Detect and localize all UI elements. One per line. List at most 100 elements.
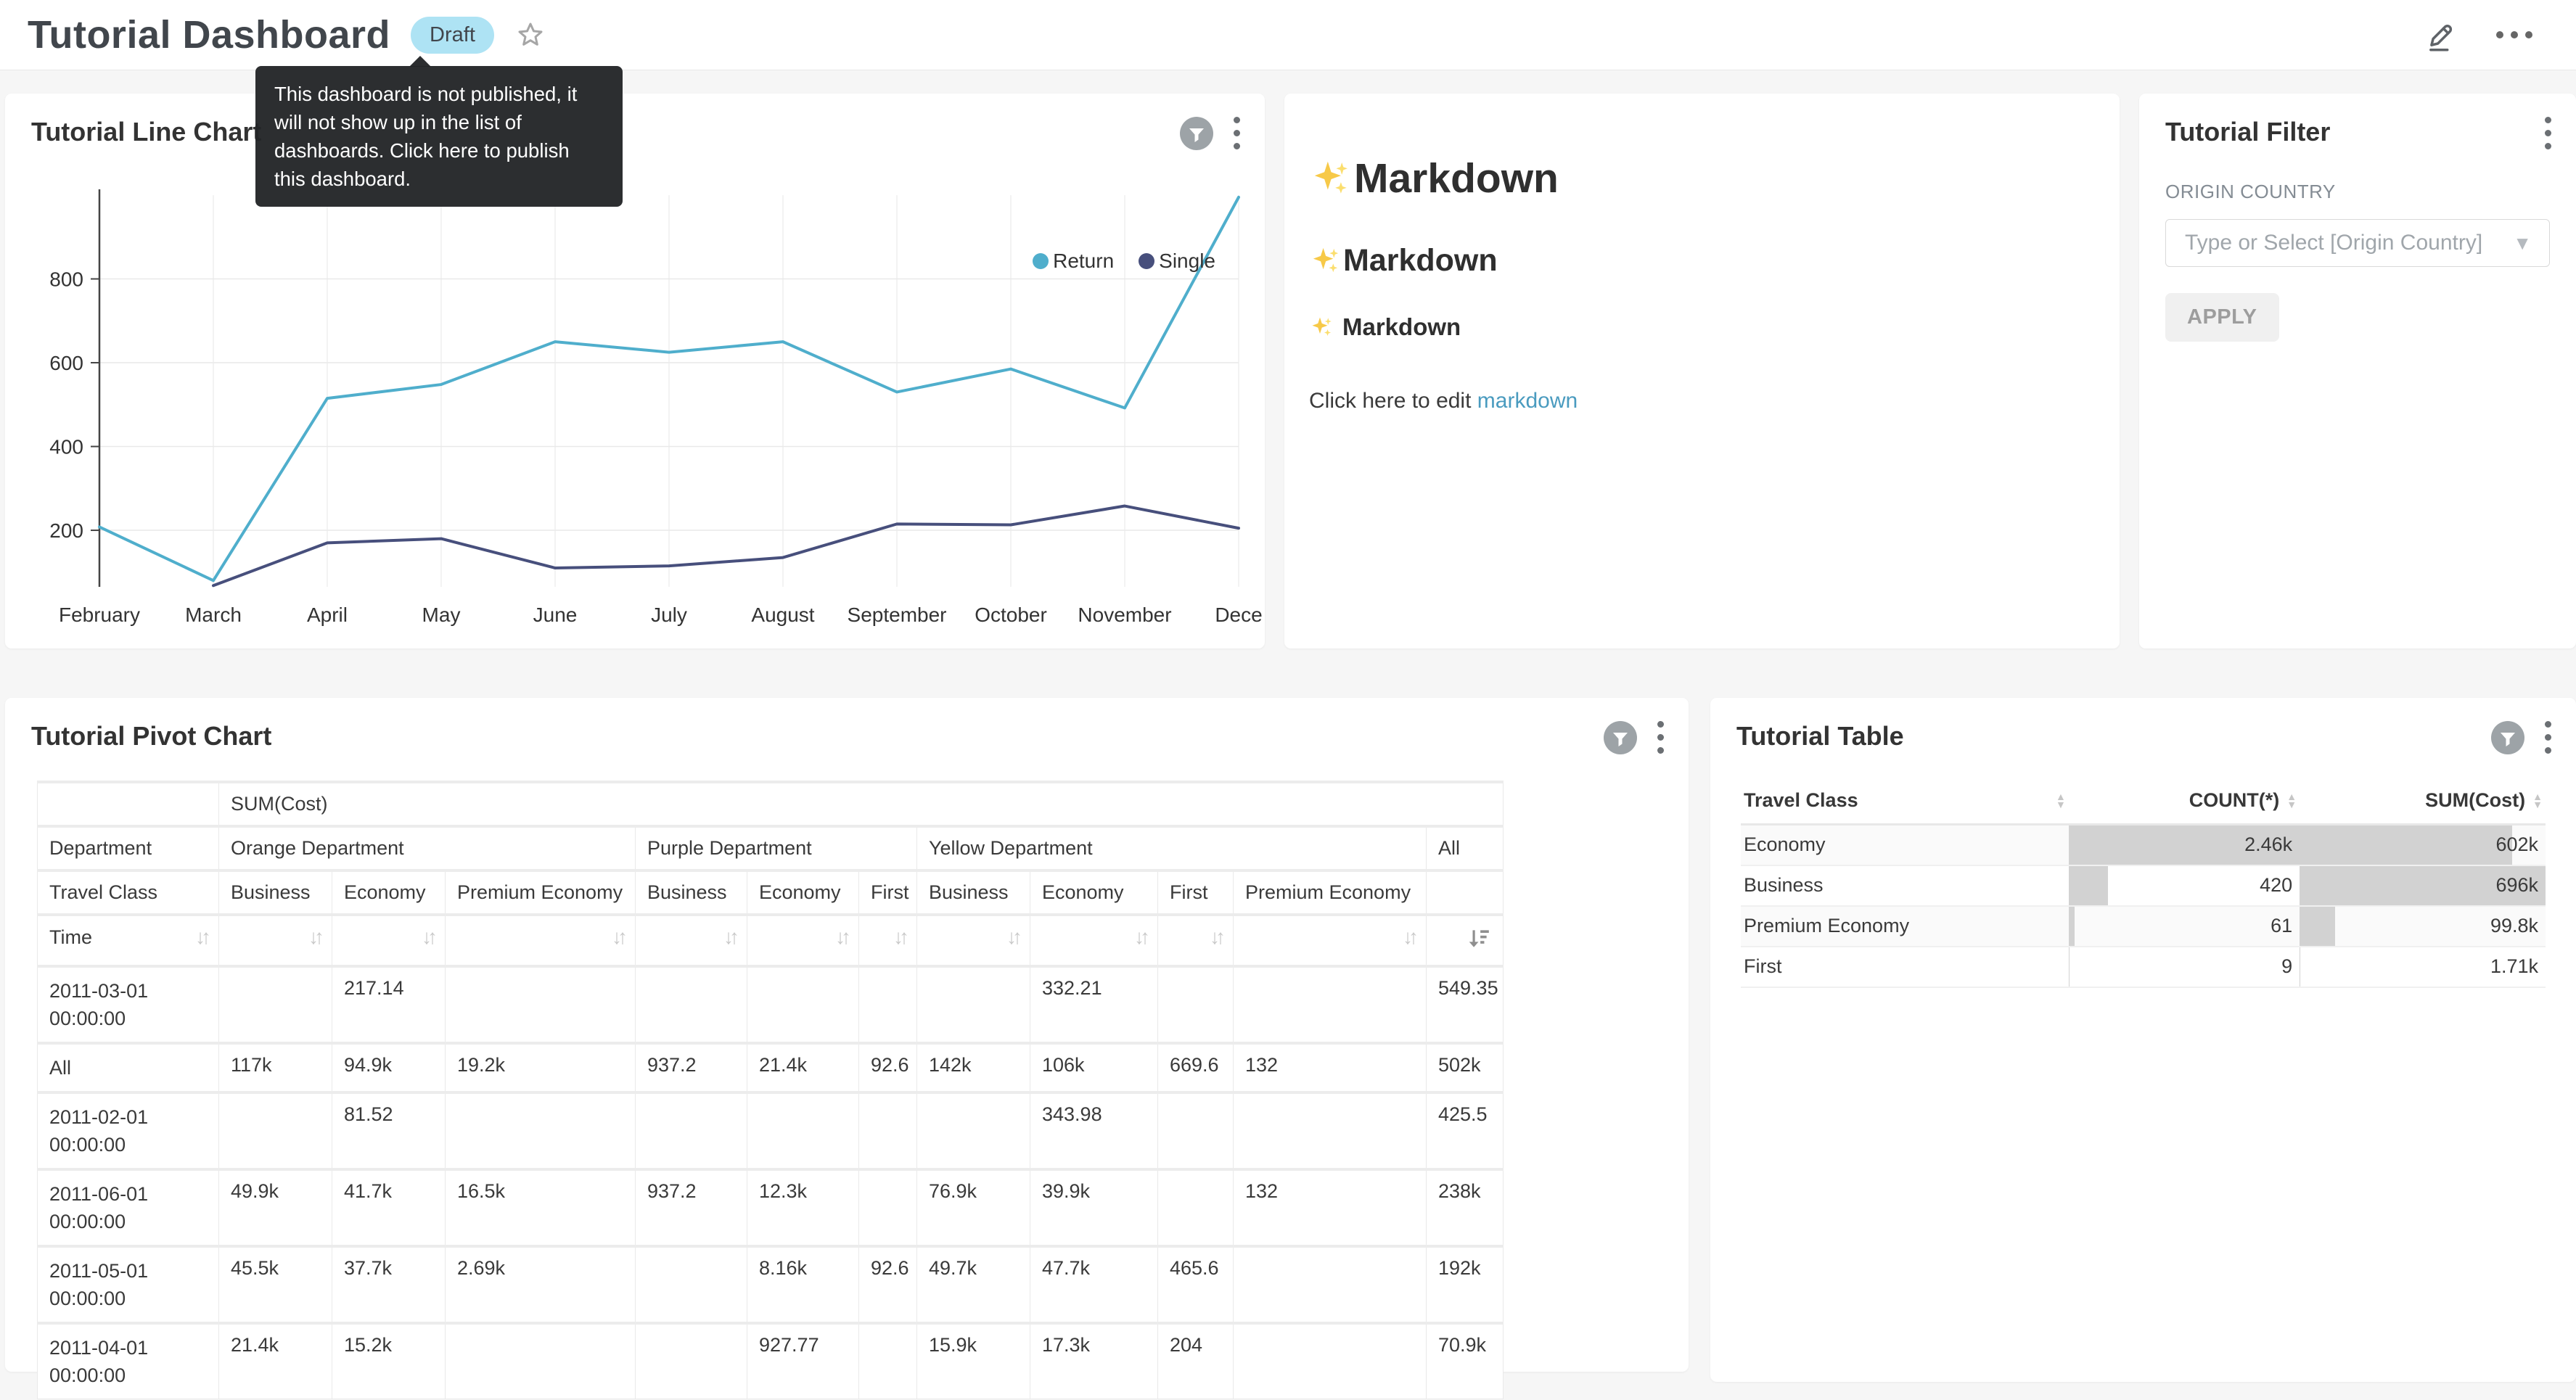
sort-cell: ↓↑ bbox=[1234, 915, 1427, 966]
legend-item-single[interactable]: Single bbox=[1139, 250, 1215, 273]
sort-icon[interactable]: ↓↑ bbox=[308, 926, 320, 948]
pivot-value-cell: 927.77 bbox=[747, 1323, 859, 1399]
sort-icon[interactable]: ↓↑ bbox=[1006, 926, 1018, 948]
svg-text:February: February bbox=[59, 604, 140, 626]
svg-text:June: June bbox=[533, 604, 578, 626]
chart-kebab-icon[interactable] bbox=[1653, 717, 1668, 758]
line-chart-card: Tutorial Line Chart Return Single 200400… bbox=[5, 94, 1265, 648]
pivot-class-cell: Economy bbox=[1030, 870, 1158, 915]
select-placeholder: Type or Select [Origin Country] bbox=[2185, 231, 2482, 255]
line-chart-plot[interactable]: 200400600800FebruaryMarchAprilMayJuneJul… bbox=[5, 94, 1265, 648]
pivot-value-cell: 217.14 bbox=[332, 966, 446, 1043]
pivot-class-row: Travel Class Business Economy Premium Ec… bbox=[38, 870, 1504, 915]
column-header-travel-class[interactable]: Travel Class▲▼ bbox=[1741, 776, 2069, 825]
sort-icon[interactable]: ↓↑ bbox=[893, 926, 905, 948]
legend-item-return[interactable]: Return bbox=[1033, 250, 1114, 273]
pivot-value-cell: 92.6 bbox=[859, 1246, 917, 1323]
pivot-value-cell: 2.69k bbox=[446, 1246, 636, 1323]
svg-text:800: 800 bbox=[49, 268, 83, 291]
travel-class-cell: Premium Economy bbox=[1741, 906, 2069, 947]
table-row: First 9 1.71k bbox=[1741, 947, 2546, 987]
svg-text:May: May bbox=[422, 604, 461, 626]
pivot-value-cell: 70.9k bbox=[1427, 1323, 1504, 1399]
sort-icon[interactable]: ↓↑ bbox=[612, 926, 623, 948]
pivot-value-cell: 92.6 bbox=[859, 1043, 917, 1092]
sort-icon[interactable]: ↓↑ bbox=[835, 926, 847, 948]
column-header-sum-cost[interactable]: SUM(Cost)▲▼ bbox=[2300, 776, 2546, 825]
pivot-all-header: All bbox=[1427, 826, 1504, 870]
markdown-card: Markdown Markdown Markdown Click here to… bbox=[1284, 94, 2120, 648]
svg-text:March: March bbox=[185, 604, 242, 626]
pivot-value-cell: 21.4k bbox=[219, 1323, 332, 1399]
origin-country-label: ORIGIN COUNTRY bbox=[2165, 181, 2550, 203]
pivot-value-cell: 117k bbox=[219, 1043, 332, 1092]
edit-dashboard-icon[interactable] bbox=[2424, 17, 2458, 52]
origin-country-select[interactable]: Type or Select [Origin Country] ▼ bbox=[2165, 219, 2550, 267]
filter-badge-icon[interactable] bbox=[2491, 721, 2524, 754]
sort-cell: ↓↑ bbox=[1030, 915, 1158, 966]
travel-class-cell: Economy bbox=[1741, 825, 2069, 865]
pivot-time-header: Time ↓↑ bbox=[38, 915, 219, 966]
pivot-class-cell: Business bbox=[917, 870, 1030, 915]
sort-icon[interactable]: ↓↑ bbox=[422, 926, 433, 948]
pivot-value-cell bbox=[859, 1092, 917, 1169]
svg-text:July: July bbox=[651, 604, 687, 626]
pivot-value-cell bbox=[636, 966, 747, 1043]
sort-carets-icon[interactable]: ▲▼ bbox=[2532, 793, 2543, 809]
pivot-value-cell: 8.16k bbox=[747, 1246, 859, 1323]
svg-text:September: September bbox=[848, 604, 947, 626]
pivot-value-cell bbox=[446, 1323, 636, 1399]
sort-cell: ↓↑ bbox=[859, 915, 917, 966]
legend-label-return: Return bbox=[1053, 250, 1114, 273]
legend-dot-return bbox=[1033, 253, 1049, 269]
pivot-value-cell: 41.7k bbox=[332, 1169, 446, 1246]
pivot-value-cell: 81.52 bbox=[332, 1092, 446, 1169]
pivot-value-cell bbox=[859, 1323, 917, 1399]
pivot-value-cell bbox=[1234, 966, 1427, 1043]
edit-markdown-link[interactable]: markdown bbox=[1477, 389, 1578, 413]
sort-cell: ↓↑ bbox=[917, 915, 1030, 966]
favorite-star-icon[interactable] bbox=[516, 20, 545, 49]
sort-icon[interactable]: ↓↑ bbox=[1210, 926, 1221, 948]
pivot-value-cell bbox=[1158, 1169, 1234, 1246]
chart-kebab-icon[interactable] bbox=[2540, 717, 2556, 758]
pivot-value-cell bbox=[1234, 1092, 1427, 1169]
sum-cell: 1.71k bbox=[2300, 947, 2546, 987]
sort-descending-icon[interactable] bbox=[1467, 926, 1491, 950]
pivot-class-cell: First bbox=[859, 870, 917, 915]
pivot-class-cell: Premium Economy bbox=[1234, 870, 1427, 915]
sort-icon[interactable]: ↓↑ bbox=[195, 926, 207, 949]
sort-icon[interactable]: ↓↑ bbox=[1134, 926, 1146, 948]
pivot-value-cell bbox=[859, 1169, 917, 1246]
more-actions-icon[interactable] bbox=[2496, 31, 2532, 38]
filter-badge-icon[interactable] bbox=[1604, 721, 1637, 754]
draft-badge[interactable]: Draft bbox=[411, 17, 494, 54]
filter-kebab-icon[interactable] bbox=[2540, 112, 2556, 154]
table-card: Tutorial Table Travel Class▲▼ COUNT(*)▲▼ bbox=[1710, 698, 2576, 1382]
pivot-value-cell: 132 bbox=[1234, 1169, 1427, 1246]
pivot-department-row: Department Orange Department Purple Depa… bbox=[38, 826, 1504, 870]
pivot-row-header: 2011-02-0100:00:00 bbox=[38, 1092, 219, 1169]
column-header-count[interactable]: COUNT(*)▲▼ bbox=[2069, 776, 2300, 825]
publish-tooltip[interactable]: This dashboard is not published, it will… bbox=[255, 66, 623, 207]
sort-carets-icon[interactable]: ▲▼ bbox=[2286, 793, 2297, 809]
pivot-value-cell: 132 bbox=[1234, 1043, 1427, 1092]
pivot-value-cell: 502k bbox=[1427, 1043, 1504, 1092]
dashboard-header: Tutorial Dashboard Draft bbox=[0, 0, 2576, 70]
svg-text:400: 400 bbox=[49, 436, 83, 458]
sort-cell: ↓↑ bbox=[332, 915, 446, 966]
pivot-value-cell: 49.7k bbox=[917, 1246, 1030, 1323]
sort-icon[interactable]: ↓↑ bbox=[1403, 926, 1414, 948]
pivot-data-row: 2011-03-0100:00:00 217.14 332.21 549.35 bbox=[38, 966, 1504, 1043]
sort-carets-icon[interactable]: ▲▼ bbox=[2056, 793, 2066, 809]
pivot-value-cell bbox=[747, 966, 859, 1043]
pivot-value-cell: 17.3k bbox=[1030, 1323, 1158, 1399]
svg-text:200: 200 bbox=[49, 519, 83, 542]
pivot-class-cell: Business bbox=[219, 870, 332, 915]
markdown-paragraph: Click here to edit markdown bbox=[1309, 389, 2091, 413]
apply-button[interactable]: APPLY bbox=[2165, 293, 2279, 342]
pivot-value-cell: 15.2k bbox=[332, 1323, 446, 1399]
count-cell: 2.46k bbox=[2069, 825, 2300, 865]
pivot-value-cell bbox=[859, 966, 917, 1043]
sort-icon[interactable]: ↓↑ bbox=[723, 926, 735, 948]
